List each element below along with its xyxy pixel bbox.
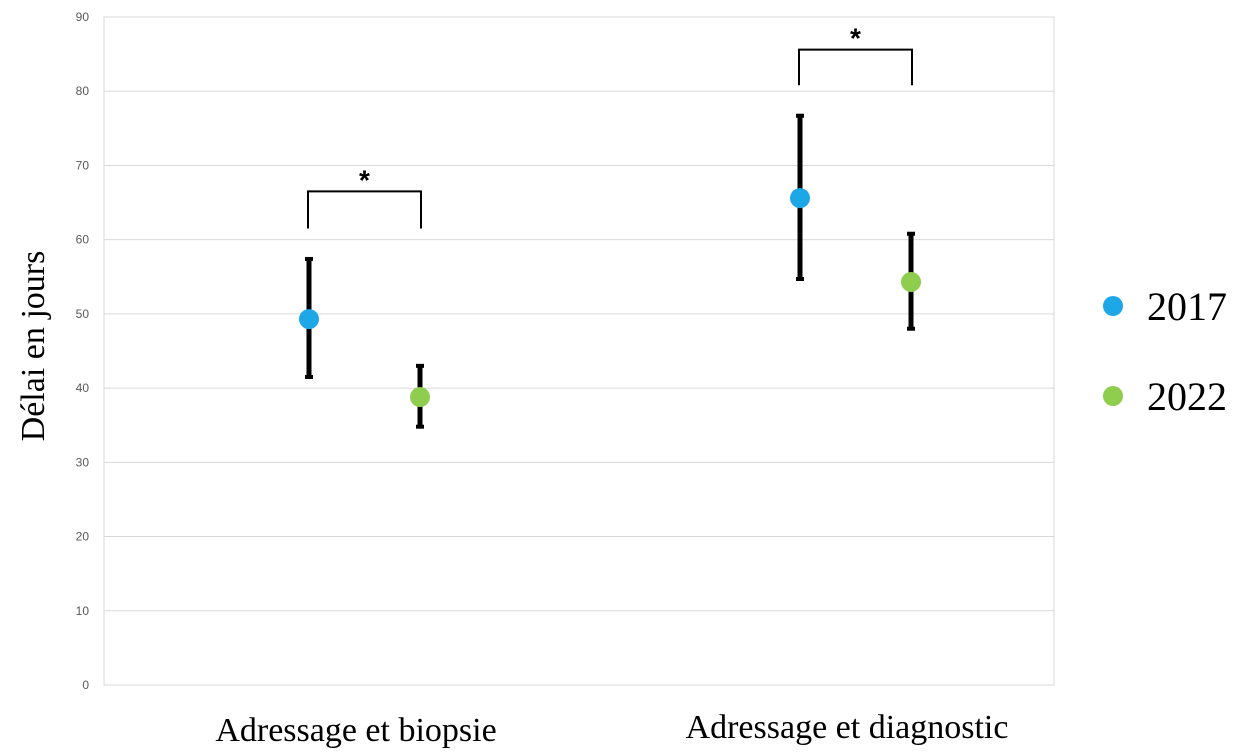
y-tick-label: 30 xyxy=(76,455,90,469)
x-category-label: Adressage et biopsie xyxy=(215,712,496,749)
significance-bracket xyxy=(307,190,422,229)
y-tick-label: 50 xyxy=(76,307,90,321)
data-points xyxy=(299,188,921,408)
y-tick-label: 20 xyxy=(76,530,90,544)
significance-star: * xyxy=(850,23,861,54)
gridlines xyxy=(104,90,1054,612)
x-category-label: Adressage et diagnostic xyxy=(686,709,1009,746)
legend-label: 2017 xyxy=(1147,284,1227,329)
y-axis-label: Délai en jours xyxy=(15,251,52,442)
y-tick-label: 60 xyxy=(76,233,90,247)
significance-bracket xyxy=(798,48,913,86)
y-tick-label: 80 xyxy=(76,84,90,98)
y-tick-label: 90 xyxy=(76,10,90,24)
y-tick-label: 70 xyxy=(76,158,90,172)
y-tick-label: 10 xyxy=(76,604,90,618)
data-point-2022 xyxy=(901,271,921,292)
legend: 2017 2022 xyxy=(1103,284,1227,419)
plot-area xyxy=(103,16,1055,686)
y-tick-label: 40 xyxy=(76,381,90,395)
data-point-2017 xyxy=(299,309,319,330)
data-point-2022 xyxy=(410,387,430,408)
legend-marker-2022 xyxy=(1103,386,1123,406)
y-tick-label: 0 xyxy=(82,678,89,692)
y-tick-labels: 0 10 20 30 40 50 60 70 80 90 xyxy=(76,10,90,692)
category-labels: Adressage et biopsie Adressage et diagnos… xyxy=(215,709,1008,749)
legend-label: 2022 xyxy=(1147,374,1227,419)
legend-marker-2017 xyxy=(1103,296,1123,316)
data-point-2017 xyxy=(790,188,810,209)
significance-star: * xyxy=(359,164,370,195)
significance-brackets: ** xyxy=(307,23,913,229)
